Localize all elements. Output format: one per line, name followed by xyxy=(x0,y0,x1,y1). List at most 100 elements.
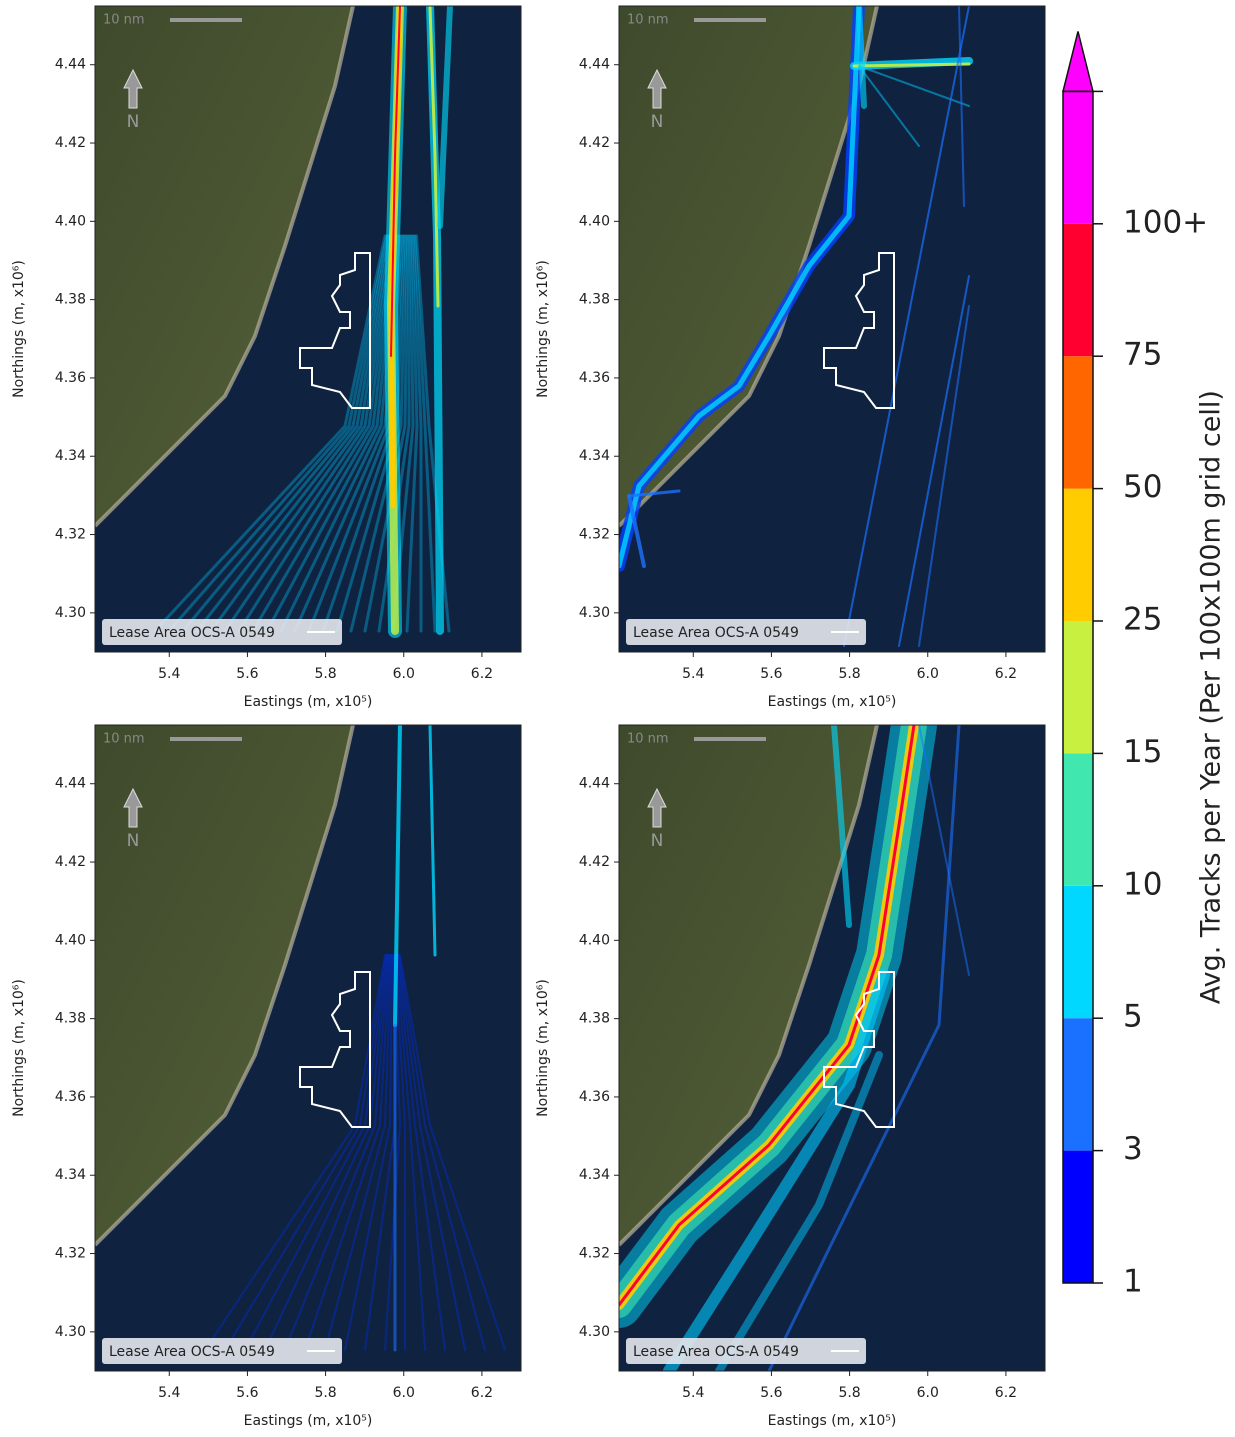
north-arrow xyxy=(647,787,667,828)
x-tick-label: 5.4 xyxy=(158,1385,180,1401)
scale-bar-label: 10 nm xyxy=(103,13,145,28)
vessel-track xyxy=(395,954,426,1351)
map-content: 10 nm N Lease Area OCS-A 0549 xyxy=(95,725,521,1371)
x-tick-label: 5.6 xyxy=(236,666,258,682)
colorbar-extension xyxy=(1062,31,1094,93)
y-tick-label: 4.42 xyxy=(55,854,86,870)
legend-label: Lease Area OCS-A 0549 xyxy=(633,625,799,641)
vessel-track xyxy=(437,6,453,229)
x-tick-label: 5.6 xyxy=(760,666,782,682)
lease-area xyxy=(823,971,895,1128)
colorbar-band xyxy=(1063,885,1093,1019)
scale-bar-label: 10 nm xyxy=(627,732,669,747)
colorbar-band xyxy=(1063,753,1093,886)
north-label: N xyxy=(651,112,664,132)
y-axis-label: Northings (m, x10⁶) xyxy=(535,260,551,398)
map-panel: 10 nm N Lease Area OCS-A 0549 5.4 5.6 5.8 6.0 6… xyxy=(535,5,1046,710)
vessel-track xyxy=(394,954,406,1351)
vessel-track xyxy=(363,234,409,633)
x-tick-label: 5.6 xyxy=(760,1385,782,1401)
vessel-track xyxy=(304,954,391,1351)
colorbar-label: Avg. Tracks per Year (Per 100x100m grid … xyxy=(1196,390,1227,1004)
colorbar-band xyxy=(1063,488,1093,621)
y-tick-label: 4.44 xyxy=(579,57,610,73)
north-label: N xyxy=(651,831,664,851)
y-tick-label: 4.34 xyxy=(579,448,610,464)
y-tick-label: 4.34 xyxy=(55,1167,86,1183)
y-axis-label: Northings (m, x10⁶) xyxy=(11,979,27,1117)
legend-box xyxy=(626,619,866,645)
x-axis-label: Eastings (m, x10⁵) xyxy=(768,1413,897,1429)
map-panel: 10 nm N Lease Area OCS-A 0549 5.4 5.6 5.8 6.0 6… xyxy=(11,724,522,1429)
y-tick-label: 4.32 xyxy=(579,527,610,543)
vessel-track xyxy=(619,725,916,1307)
lease-area xyxy=(299,252,371,409)
colorbar-band xyxy=(1063,356,1093,489)
vessel-track xyxy=(767,725,961,1371)
y-tick-label: 4.30 xyxy=(55,1324,86,1340)
vessel-track xyxy=(204,954,386,1351)
y-tick-label: 4.36 xyxy=(579,1089,610,1105)
x-tick-label: 5.8 xyxy=(314,1385,336,1401)
legend-label: Lease Area OCS-A 0549 xyxy=(633,1344,799,1360)
colorbar-tick-label: 3 xyxy=(1123,1131,1143,1167)
x-axis-label: Eastings (m, x10⁵) xyxy=(768,694,897,710)
colorbar-tick-label: 10 xyxy=(1123,866,1162,902)
vessel-track xyxy=(918,725,970,976)
y-tick-label: 4.38 xyxy=(55,292,86,308)
y-tick-label: 4.36 xyxy=(55,370,86,386)
y-tick-label: 4.40 xyxy=(55,932,86,948)
y-tick-label: 4.40 xyxy=(579,932,610,948)
vessel-track xyxy=(344,954,393,1351)
vessel-track xyxy=(412,234,423,633)
x-tick-label: 5.8 xyxy=(838,666,860,682)
colorbar-band xyxy=(1063,1150,1093,1283)
y-tick-label: 4.42 xyxy=(579,854,610,870)
vessel-track xyxy=(413,234,437,633)
vessel-track xyxy=(284,954,390,1351)
colorbar-tick-label: 5 xyxy=(1123,999,1143,1035)
map-content: 10 nm N Lease Area OCS-A 0549 xyxy=(619,6,1045,652)
y-tick-label: 4.30 xyxy=(579,1324,610,1340)
vessel-track xyxy=(396,954,446,1351)
legend-label: Lease Area OCS-A 0549 xyxy=(109,625,275,641)
colorbar-band xyxy=(1063,621,1093,754)
y-tick-label: 4.36 xyxy=(55,1089,86,1105)
scale-bar-label: 10 nm xyxy=(627,13,669,28)
legend-box xyxy=(102,1338,342,1364)
x-tick-label: 6.2 xyxy=(995,1385,1017,1401)
vessel-track xyxy=(181,234,390,633)
north-arrow xyxy=(123,787,143,828)
y-tick-label: 4.40 xyxy=(55,213,86,229)
north-arrow xyxy=(123,68,143,109)
colorbar-tick-label: 75 xyxy=(1123,337,1162,373)
vessel-track xyxy=(153,234,387,633)
y-axis-label: Northings (m, x10⁶) xyxy=(535,979,551,1117)
vessel-track xyxy=(858,65,920,147)
vessel-track xyxy=(224,954,387,1351)
vessel-track xyxy=(715,1051,883,1371)
legend-box xyxy=(102,619,342,645)
vessel-track xyxy=(195,234,391,633)
vessel-track xyxy=(856,6,867,109)
vessel-track xyxy=(405,234,419,633)
lease-area xyxy=(299,971,371,1128)
axes-frame xyxy=(618,5,1046,653)
north-arrow xyxy=(647,68,667,109)
map-panel: 10 nm N Lease Area OCS-A 0549 5.4 5.6 5.8 6.0 6… xyxy=(535,724,1046,1429)
y-tick-label: 4.42 xyxy=(55,135,86,151)
vessel-track xyxy=(627,489,681,498)
vessel-track xyxy=(398,954,486,1351)
vessel-track xyxy=(428,6,440,308)
x-tick-label: 5.6 xyxy=(236,1385,258,1401)
axes-frame xyxy=(94,724,522,1372)
colorbar-frame xyxy=(1062,90,1094,1284)
axes-frame xyxy=(94,5,522,653)
vessel-track xyxy=(393,725,402,1027)
colorbar-tick-label: 100+ xyxy=(1123,204,1208,240)
colorbar-band xyxy=(1063,223,1093,357)
colorbar-tick-label: 15 xyxy=(1123,734,1162,770)
y-tick-label: 4.36 xyxy=(579,370,610,386)
x-tick-label: 5.4 xyxy=(682,666,704,682)
vessel-track xyxy=(852,62,971,68)
